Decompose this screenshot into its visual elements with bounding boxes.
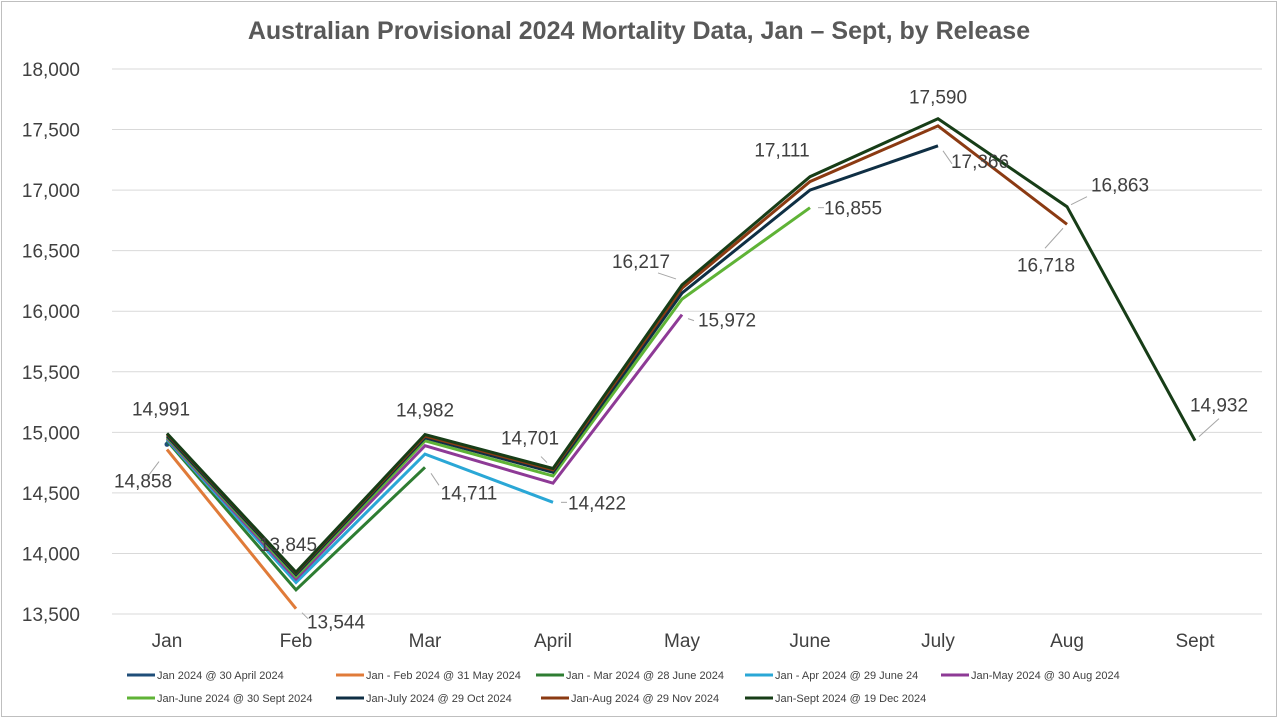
series-line [165, 439, 427, 592]
series-line [165, 144, 939, 577]
y-tick-label: 15,000 [22, 423, 80, 444]
x-tick-label: May [664, 631, 700, 652]
x-tick-label: Aug [1050, 631, 1084, 652]
data-labels: 14,991 14,858 13,845 13,544 14,982 14,711 14,7… [114, 88, 1248, 634]
y-tick-label: 14,000 [22, 544, 80, 565]
x-tick-label: Feb [280, 631, 313, 652]
data-label: 14,982 [396, 401, 454, 422]
data-label: 14,711 [441, 483, 498, 504]
data-label: 13,544 [307, 613, 366, 634]
leader-line [942, 150, 953, 165]
gridlines [112, 68, 1262, 615]
data-label: 14,858 [114, 472, 172, 493]
data-label: 16,855 [824, 199, 882, 220]
series-line [165, 313, 684, 582]
series-lines [164, 116, 1197, 610]
series-line [165, 438, 554, 585]
data-label: 16,718 [1017, 255, 1075, 276]
data-label: 15,972 [698, 311, 756, 332]
leader-line [1044, 227, 1064, 249]
y-tick-label: 13,500 [22, 605, 80, 626]
data-label: 14,991 [132, 399, 190, 420]
series-line [165, 116, 1197, 575]
legend: Jan 2024 @ 30 April 2024 Jan - Feb 2024 @… [127, 670, 1120, 705]
y-tick-label: 14,500 [22, 484, 80, 505]
data-label: 17,366 [951, 152, 1009, 173]
leader-line [1070, 196, 1088, 206]
data-label: 14,422 [568, 493, 626, 514]
data-label: 16,217 [612, 252, 670, 273]
y-tick-label: 17,000 [22, 181, 80, 202]
y-tick-label: 18,000 [22, 60, 80, 81]
legend-entry: Jan 2024 @ 30 April 2024 [157, 670, 284, 682]
legend-entry: Jan - Apr 2024 @ 29 June 24 [775, 670, 918, 682]
leader-line [687, 318, 695, 322]
data-label: 17,111 [754, 141, 809, 162]
legend-entry: Jan - Mar 2024 @ 28 June 2024 [566, 670, 724, 682]
y-tick-label: 16,000 [22, 302, 80, 323]
x-tick-label: Sept [1175, 631, 1215, 652]
data-label: 14,701 [501, 429, 559, 450]
x-tick-label: April [534, 631, 572, 652]
data-label: 16,863 [1091, 176, 1149, 197]
y-axis-tick-labels: 13,500 14,000 14,500 15,000 15,500 16,000 16,5… [22, 60, 80, 626]
series-line [165, 448, 298, 610]
x-tick-label: Mar [409, 631, 442, 652]
y-tick-label: 16,500 [22, 242, 80, 263]
leader-line [430, 473, 440, 486]
legend-entry: Jan-June 2024 @ 30 Sept 2024 [157, 693, 313, 705]
data-label: 14,932 [1190, 396, 1248, 417]
data-label-leader-lines [146, 150, 1220, 620]
y-tick-label: 15,500 [22, 363, 80, 384]
leader-line [540, 456, 548, 463]
legend-entry: Jan-Aug 2024 @ 29 Nov 2024 [571, 693, 719, 705]
data-label: 17,590 [909, 88, 967, 109]
leader-line [146, 461, 160, 478]
legend-entry: Jan-May 2024 @ 30 Aug 2024 [971, 670, 1120, 682]
legend-entry: Jan-Sept 2024 @ 19 Dec 2024 [775, 693, 926, 705]
legend-entry: Jan - Feb 2024 @ 31 May 2024 [366, 670, 521, 682]
leader-line [301, 612, 309, 620]
x-tick-label: June [789, 631, 830, 652]
leader-line [1198, 418, 1220, 437]
leader-line [657, 272, 677, 280]
x-tick-label: July [921, 631, 955, 652]
x-tick-label: Jan [152, 631, 183, 652]
chart-title: Australian Provisional 2024 Mortality Da… [248, 17, 1030, 45]
y-tick-label: 17,500 [22, 121, 80, 142]
legend-entry: Jan-July 2024 @ 29 Oct 2024 [366, 693, 512, 705]
x-axis-tick-labels: Jan Feb Mar April May June July Aug Sept [152, 631, 1216, 652]
data-label: 13,845 [259, 535, 317, 556]
